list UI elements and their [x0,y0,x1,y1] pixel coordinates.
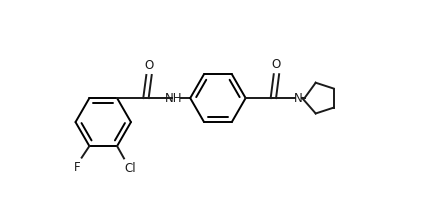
Text: O: O [144,59,154,72]
Text: NH: NH [165,92,182,105]
Text: N: N [294,92,303,105]
Text: O: O [272,58,281,71]
Text: Cl: Cl [124,162,135,175]
Text: F: F [74,161,81,174]
